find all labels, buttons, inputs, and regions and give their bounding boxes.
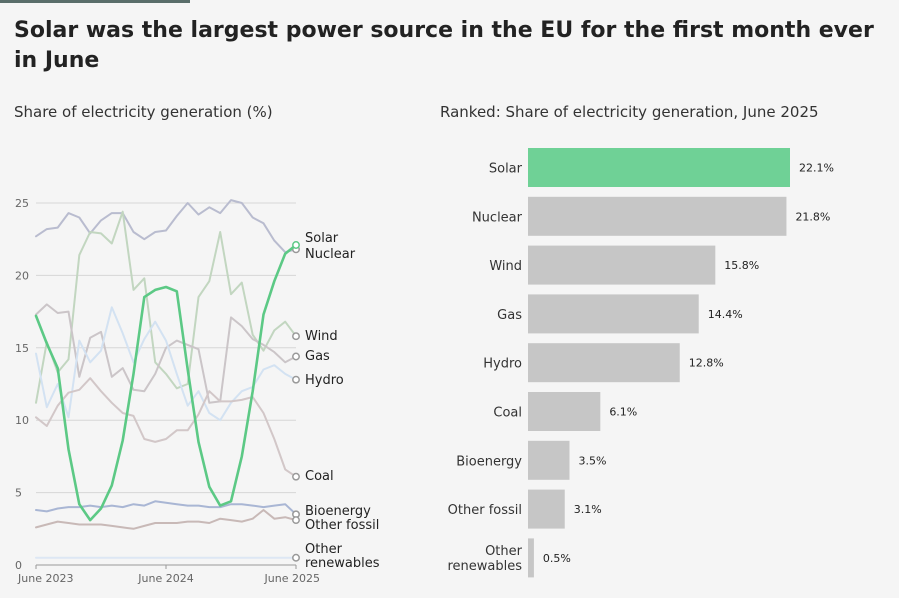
end-label-gas: Gas: [305, 349, 330, 364]
bar-bioenergy: [528, 440, 570, 480]
series-line-wind: [35, 210, 297, 404]
bar-label-nuclear: Nuclear: [472, 210, 523, 225]
x-tick-label-june-2025: June 2025: [264, 572, 320, 585]
bar-value-other-fossil: 3.1%: [574, 503, 602, 516]
y-tick-label-25: 25: [15, 197, 29, 210]
bar-label-gas: Gas: [497, 308, 522, 323]
bar-value-solar: 22.1%: [799, 162, 834, 175]
bar-label-hydro: Hydro: [483, 357, 522, 372]
end-label-bioenergy: Bioenergy: [305, 504, 371, 519]
end-point-hydro: [292, 375, 300, 384]
end-label-hydro: Hydro: [305, 373, 344, 388]
bar-value-wind: 15.8%: [724, 259, 759, 272]
end-label-wind: Wind: [305, 329, 338, 344]
end-label-renewables-line2: renewables: [305, 556, 380, 571]
bar-value-hydro: 12.8%: [689, 357, 724, 370]
end-label-other-fossil: Other fossil: [305, 518, 379, 533]
end-point-coal: [292, 472, 300, 481]
series-line-solar: [34, 243, 298, 522]
bar-chart: Solar 22.1% Nuclear 21.8% Wind 15.8% Gas 14.4% H…: [447, 148, 834, 578]
end-point-solar: [292, 241, 300, 249]
bar-nuclear: [528, 196, 787, 236]
line-chart-subtitle: Share of electricity generation (%): [14, 103, 273, 121]
bar-value-bioenergy: 3.5%: [578, 454, 606, 467]
bar-label-solar: Solar: [489, 162, 523, 177]
bar-other-renewables: [528, 538, 534, 578]
bar-hydro: [528, 343, 680, 383]
end-label-coal: Coal: [305, 469, 334, 484]
bar-chart-subtitle: Ranked: Share of electricity generation,…: [440, 103, 819, 121]
end-point-wind: [292, 332, 300, 341]
x-tick-label-june-2024: June 2024: [137, 572, 193, 585]
series-line-coal: [35, 377, 297, 478]
bar-solar: [528, 148, 790, 187]
series-line-gas: [35, 303, 297, 404]
bar-coal: [528, 392, 601, 431]
series-line-nuclear: [35, 199, 297, 254]
series-line-other-fossil: [35, 509, 297, 530]
y-tick-label-5: 5: [15, 487, 22, 500]
series-line-bioenergy: [35, 500, 297, 516]
bar-value-coal: 6.1%: [609, 406, 637, 419]
bar-label-bioenergy: Bioenergy: [456, 454, 522, 469]
bar-label-renewables: renewables: [447, 559, 522, 574]
end-point-other-renewables: [292, 553, 300, 562]
bar-gas: [528, 294, 699, 334]
top-accent-bar: [0, 0, 190, 3]
page-title: Solar was the largest power source in th…: [14, 18, 874, 73]
bar-value-nuclear: 21.8%: [795, 210, 830, 223]
bar-label-other: Other: [485, 544, 523, 559]
line-chart: 0 5 10 15 20 25 June 2023 June 2024 June 2025 Sol…: [15, 197, 380, 585]
bar-label-coal: Coal: [493, 406, 522, 421]
end-label-solar: Solar: [305, 231, 339, 246]
y-tick-label-10: 10: [15, 414, 29, 427]
bar-label-wind: Wind: [489, 259, 522, 274]
bar-other-fossil: [528, 489, 565, 529]
y-tick-label-15: 15: [15, 342, 29, 355]
bar-value-gas: 14.4%: [708, 308, 743, 321]
end-point-gas: [292, 352, 300, 361]
bar-wind: [528, 245, 716, 285]
y-tick-label-20: 20: [15, 269, 29, 282]
y-tick-label-0: 0: [15, 559, 22, 572]
end-point-other-fossil: [292, 516, 300, 525]
end-label-other-renewables: Other: [305, 542, 343, 557]
bar-label-other-fossil: Other fossil: [448, 503, 522, 518]
bar-value-other-renewables: 0.5%: [543, 552, 571, 565]
x-tick-label-june-2023: June 2023: [17, 572, 73, 585]
end-label-nuclear: Nuclear: [305, 247, 356, 262]
